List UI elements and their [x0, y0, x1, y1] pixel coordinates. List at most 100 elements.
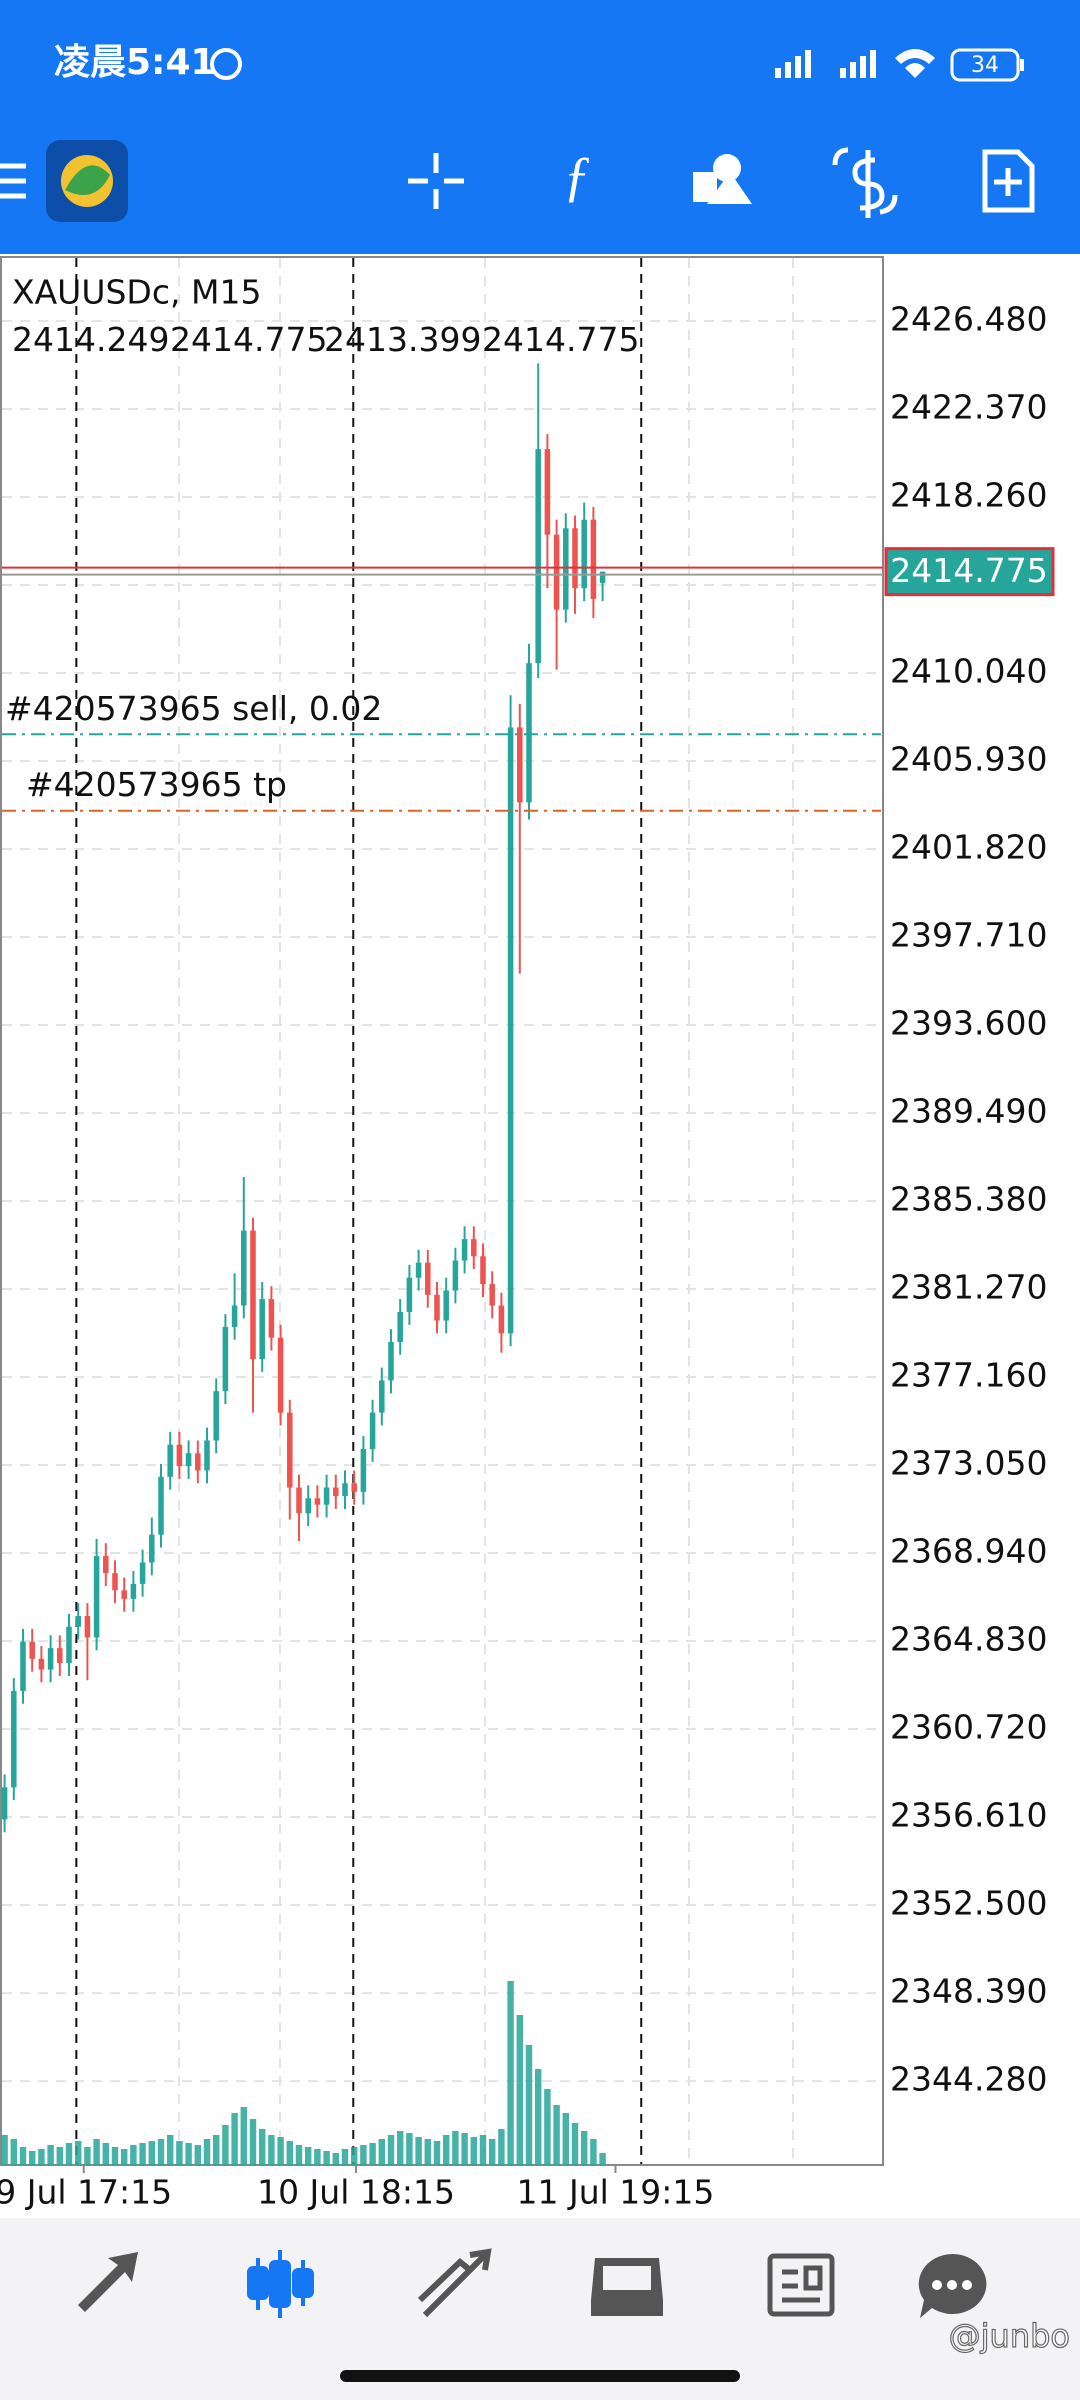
order-label: #420573965 sell, 0.02 [5, 689, 382, 728]
volume-bar [304, 2147, 312, 2165]
candle-body [84, 1616, 91, 1638]
candle-body [1, 1787, 8, 1820]
candle-body [489, 1284, 495, 1306]
candle-body [388, 1341, 394, 1381]
volume-bar [387, 2135, 395, 2165]
y-tick-label: 2377.160 [890, 1356, 1047, 1395]
candle-body [526, 663, 532, 803]
watermark: @junbo [949, 2317, 1070, 2355]
chart-tab[interactable] [247, 2250, 314, 2318]
volume-bar [10, 2139, 18, 2165]
candle-body [47, 1648, 54, 1670]
y-tick-label: 2393.600 [890, 1004, 1047, 1043]
candle-body [553, 534, 560, 610]
volume-bar [452, 2131, 459, 2165]
volume-bar [433, 2141, 441, 2165]
volume-bar [580, 2131, 588, 2165]
candle-body [277, 1337, 284, 1413]
ohlc-open: 2414.249 [12, 320, 169, 359]
candle-body [57, 1648, 63, 1664]
status-time: 凌晨5:41 [54, 42, 216, 83]
candle-body [507, 727, 514, 1334]
volume-bar [562, 2113, 570, 2165]
volume-bar [47, 2145, 54, 2165]
volume-bar [461, 2133, 468, 2165]
candle-body [415, 1262, 422, 1278]
candle-body [11, 1690, 17, 1788]
candle-body [517, 727, 523, 803]
candle-body [397, 1311, 403, 1342]
volume-bar [194, 2145, 202, 2165]
battery-level: 34 [971, 53, 999, 78]
volume-bar [148, 2141, 156, 2165]
candle-body [563, 528, 569, 610]
volume-bar [590, 2139, 597, 2165]
candle-body [250, 1230, 256, 1360]
quotes-tab[interactable] [78, 2252, 138, 2312]
messages-tab[interactable] [918, 2253, 987, 2318]
indicators-button[interactable]: ƒ [563, 146, 591, 208]
candle-body [452, 1260, 459, 1291]
volume-bar [111, 2147, 119, 2165]
volume-bar [470, 2137, 478, 2165]
candle-body [130, 1583, 137, 1599]
news-tab[interactable] [767, 2253, 835, 2317]
y-tick-label: 2418.260 [890, 476, 1047, 515]
volume-bar [516, 2015, 524, 2165]
trade-tab[interactable] [417, 2248, 492, 2318]
new-order-button[interactable] [982, 149, 1035, 213]
objects-button[interactable] [693, 154, 752, 204]
y-tick-label: 2348.390 [890, 1972, 1047, 2011]
candle-body [222, 1326, 229, 1392]
candle-body [305, 1498, 311, 1514]
candle-body [213, 1391, 219, 1441]
candle-body [121, 1590, 127, 1599]
candle-body [75, 1616, 81, 1627]
volume-bar [369, 2143, 376, 2165]
volume-bar [19, 2147, 27, 2165]
price-label: 2414.775 [890, 551, 1047, 590]
x-tick-label: 10 Jul 18:15 [257, 2173, 455, 2212]
plot: #420573965 sell, 0.02 #420573965 tp [1, 258, 883, 2165]
trade-button[interactable] [832, 147, 898, 218]
candle-body [195, 1453, 201, 1471]
menu-button[interactable] [0, 163, 26, 199]
volume-bar [507, 1981, 514, 2165]
volume-bar [424, 2139, 432, 2165]
volume-bar [295, 2145, 303, 2165]
candle-body [323, 1487, 330, 1505]
x-tick-label: 9 Jul 17:15 [0, 2173, 172, 2212]
candle-body [461, 1239, 468, 1261]
history-tab[interactable] [591, 2258, 663, 2316]
volume-bar [130, 2145, 137, 2165]
candle-body [103, 1556, 109, 1574]
volume-bar [268, 2135, 275, 2165]
candle-body [167, 1444, 173, 1477]
candle-body [480, 1256, 486, 1285]
volume-bar [378, 2139, 386, 2165]
volume-bar [415, 2137, 422, 2165]
candle-body [259, 1299, 265, 1360]
volume-bar [314, 2149, 321, 2165]
candle-body [471, 1239, 477, 1257]
candle-body [443, 1290, 449, 1321]
battery-cap [1020, 59, 1024, 71]
y-tick-label: 2401.820 [890, 828, 1047, 867]
candle-body [342, 1483, 348, 1497]
candle-body [599, 571, 606, 583]
volume-bar [360, 2145, 367, 2165]
volume-bar [442, 2135, 450, 2165]
candle-body [314, 1498, 321, 1505]
crosshair-button[interactable] [408, 153, 464, 209]
candle-body [185, 1453, 192, 1467]
app-logo[interactable] [46, 140, 128, 222]
candle-body [231, 1305, 238, 1327]
volume-bar [222, 2125, 229, 2165]
volume-bar [176, 2141, 183, 2165]
volume-bar [479, 2135, 487, 2165]
symbol-label: XAUUSDc, M15 [12, 273, 261, 312]
x-tick-label: 11 Jul 19:15 [517, 2173, 715, 2212]
volume-bar [74, 2141, 82, 2165]
ohlc-header: 2414.249 2414.775 2413.399 2414.775 [12, 320, 639, 359]
y-tick-label: 2397.710 [890, 916, 1047, 955]
